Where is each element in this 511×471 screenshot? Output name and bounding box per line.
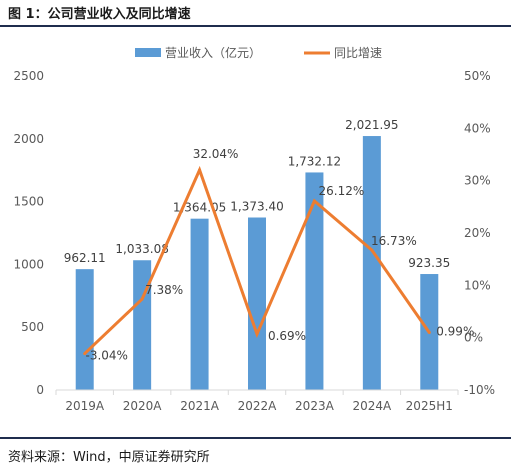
left-tick-label: 2500 bbox=[13, 69, 44, 83]
growth-value-label: -3.04% bbox=[85, 349, 127, 363]
x-tick-label: 2020A bbox=[123, 399, 163, 413]
legend-bar-swatch bbox=[135, 48, 161, 57]
right-tick-label: 30% bbox=[464, 174, 491, 188]
growth-value-label: 32.04% bbox=[193, 147, 239, 161]
figure-title: 图 1：公司营业收入及同比增速 bbox=[8, 7, 191, 22]
x-tick-label: 2024A bbox=[352, 399, 392, 413]
x-tick-label: 2019A bbox=[65, 399, 105, 413]
left-tick-label: 0 bbox=[36, 383, 44, 397]
right-axis: -10% 0% 10% 20% 30% 40% 50% bbox=[464, 69, 495, 397]
revenue-bar bbox=[133, 260, 152, 390]
revenue-bar bbox=[75, 269, 94, 390]
growth-point bbox=[255, 332, 259, 336]
title-rule bbox=[0, 25, 511, 27]
growth-value-label: 16.73% bbox=[371, 234, 417, 248]
x-tick-label: 2022A bbox=[238, 399, 278, 413]
x-axis: 2019A 2020A 2021A 2022A 2023A 2024A 2025H1 bbox=[55, 389, 459, 413]
right-tick-label: 0% bbox=[464, 331, 483, 345]
left-tick-label: 2000 bbox=[13, 132, 44, 146]
left-tick-label: 1000 bbox=[13, 257, 44, 271]
bar-value-label: 1,373.40 bbox=[230, 200, 283, 214]
growth-value-label: 7.38% bbox=[145, 283, 183, 297]
growth-point bbox=[83, 352, 87, 356]
bar-value-label: 962.11 bbox=[64, 251, 106, 265]
legend-line-label: 同比增速 bbox=[334, 46, 382, 60]
revenue-growth-chart: 营业收入（亿元） 同比增速 0 500 1000 1500 2000 2500 -10% 0%… bbox=[13, 45, 495, 413]
left-tick-label: 1500 bbox=[13, 195, 44, 209]
x-tick-label: 2023A bbox=[295, 399, 335, 413]
right-tick-label: 50% bbox=[464, 69, 491, 83]
growth-value-label: 0.69% bbox=[268, 329, 306, 343]
chart-legend: 营业收入（亿元） 同比增速 bbox=[135, 45, 382, 60]
right-tick-label: 10% bbox=[464, 278, 491, 292]
source-rule bbox=[0, 437, 511, 439]
growth-point bbox=[370, 248, 374, 252]
right-tick-label: 20% bbox=[464, 226, 491, 240]
revenue-bar bbox=[362, 136, 381, 390]
source-note: 资料来源：Wind，中原证券研究所 bbox=[8, 450, 210, 465]
growth-value-label: 26.12% bbox=[319, 184, 365, 198]
bar-value-label: 2,021.95 bbox=[345, 118, 398, 132]
revenue-bar bbox=[305, 172, 324, 390]
revenue-bar bbox=[190, 218, 209, 390]
right-tick-label: -10% bbox=[464, 383, 495, 397]
bar-value-label: 1,732.12 bbox=[288, 154, 341, 168]
bar-value-label: 923.35 bbox=[408, 256, 450, 270]
right-tick-label: 40% bbox=[464, 121, 491, 135]
growth-point bbox=[198, 168, 202, 172]
left-tick-label: 500 bbox=[21, 320, 44, 334]
growth-value-label: 0.99% bbox=[436, 324, 474, 338]
growth-point bbox=[427, 330, 431, 334]
growth-point bbox=[140, 297, 144, 301]
growth-point bbox=[312, 199, 316, 203]
bar-value-label: 1,033.08 bbox=[115, 242, 168, 256]
left-axis: 0 500 1000 1500 2000 2500 bbox=[13, 69, 44, 397]
x-tick-label: 2025H1 bbox=[406, 399, 453, 413]
growth-line: -3.04% 7.38% 32.04% 0.69% 26.12% 16.73% 0.99% bbox=[83, 147, 474, 363]
x-tick-label: 2021A bbox=[180, 399, 220, 413]
revenue-bar bbox=[248, 217, 266, 390]
legend-bar-label: 营业收入（亿元） bbox=[165, 45, 261, 60]
